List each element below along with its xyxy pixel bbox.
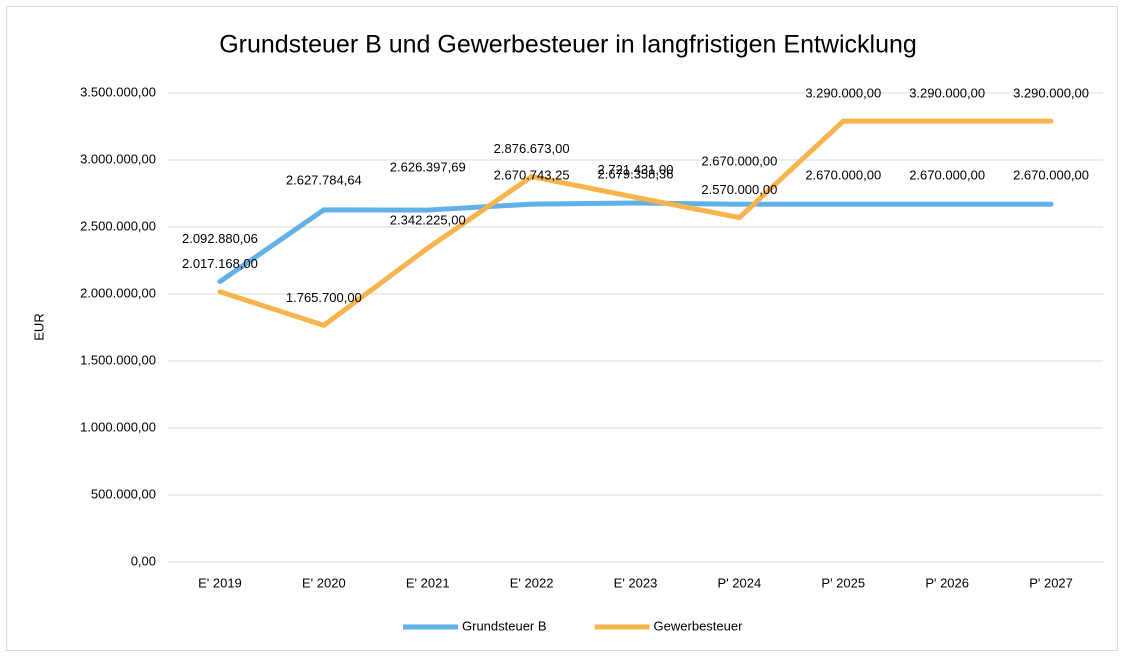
data-label: 2.092.880,06 xyxy=(182,231,258,246)
x-tick-label: E' 2021 xyxy=(406,575,450,590)
x-tick-label: P' 2027 xyxy=(1029,575,1073,590)
y-tick-label: 500.000,00 xyxy=(91,486,156,501)
legend-label: Grundsteuer B xyxy=(462,618,547,633)
data-label: 3.290.000,00 xyxy=(909,86,985,101)
x-tick-label: E' 2022 xyxy=(510,575,554,590)
data-label: 2.670.000,00 xyxy=(909,168,985,183)
data-label: 1.765.700,00 xyxy=(286,290,362,305)
data-label: 2.570.000,00 xyxy=(701,182,777,197)
series-line xyxy=(217,118,1054,328)
x-tick-label: P' 2025 xyxy=(821,575,865,590)
y-tick-label: 2.500.000,00 xyxy=(80,218,156,233)
data-label: 2.627.784,64 xyxy=(286,172,362,187)
data-label: 2.342.225,00 xyxy=(390,213,466,228)
data-label: 2.679.358,36 xyxy=(598,166,674,181)
x-tick-label: E' 2020 xyxy=(302,575,346,590)
y-tick-label: 3.500.000,00 xyxy=(80,84,156,99)
y-tick-label: 2.000.000,00 xyxy=(80,285,156,300)
chart-border xyxy=(6,6,1118,651)
data-label: 2.876.673,00 xyxy=(494,141,570,156)
x-tick-label: E' 2019 xyxy=(198,575,242,590)
y-tick-label: 3.000.000,00 xyxy=(80,151,156,166)
legend-label: Gewerbesteuer xyxy=(654,618,744,633)
data-label: 2.721.431,00 xyxy=(598,162,674,177)
data-label: 2.626.397,69 xyxy=(390,160,466,175)
data-label: 2.017.168,00 xyxy=(182,256,258,271)
y-tick-label: 1.500.000,00 xyxy=(80,352,156,367)
x-tick-label: P' 2024 xyxy=(718,575,762,590)
data-label: 2.670.000,00 xyxy=(805,168,881,183)
data-label: 2.670.000,00 xyxy=(1013,168,1089,183)
x-tick-label: E' 2023 xyxy=(614,575,658,590)
data-label: 3.290.000,00 xyxy=(1013,86,1089,101)
y-tick-label: 1.000.000,00 xyxy=(80,419,156,434)
data-label: 2.670.000,00 xyxy=(701,154,777,169)
data-label: 2.670.743,25 xyxy=(494,168,570,183)
data-label: 3.290.000,00 xyxy=(805,86,881,101)
series-line xyxy=(217,200,1054,285)
x-tick-label: P' 2026 xyxy=(925,575,969,590)
y-tick-label: 0,00 xyxy=(131,553,156,568)
chart-title: Grundsteuer B und Gewerbesteuer in langf… xyxy=(219,31,917,59)
y-axis-title: EUR xyxy=(31,313,46,340)
